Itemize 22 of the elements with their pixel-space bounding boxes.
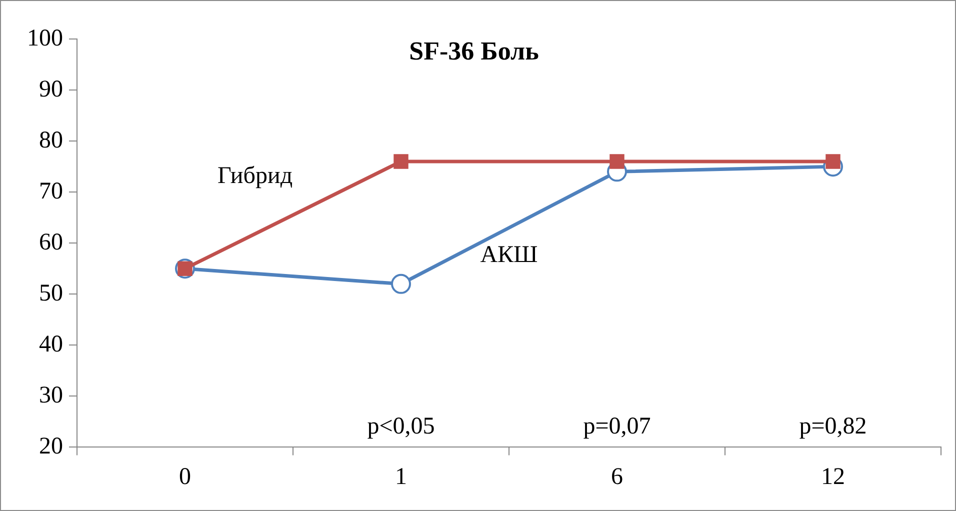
y-tick-label: 90 (39, 76, 63, 102)
annotation: p<0,05 (367, 413, 435, 440)
x-tick-label: 0 (179, 464, 191, 490)
y-tick-label: 70 (39, 178, 63, 204)
y-tick-label: 20 (39, 433, 63, 460)
y-tick-label: 80 (39, 127, 63, 154)
y-tick-label: 40 (39, 331, 63, 358)
point (394, 154, 408, 169)
chart-title: SF-36 Боль (409, 36, 540, 66)
x-tick-label: 12 (821, 464, 845, 490)
annotation: p=0,82 (799, 413, 867, 440)
y-tick-label: 50 (39, 280, 63, 306)
y-tick-label: 30 (39, 382, 63, 408)
y-tick-label: 100 (27, 25, 63, 52)
annotation: p=0,07 (583, 413, 651, 440)
point (610, 154, 624, 169)
y-tick-label: 60 (39, 229, 63, 256)
point (391, 274, 411, 294)
series-label: АКШ (480, 242, 538, 268)
x-tick-label: 1 (395, 464, 407, 490)
x-tick-label: 6 (611, 464, 623, 490)
series-label: Гибрид (217, 162, 293, 189)
